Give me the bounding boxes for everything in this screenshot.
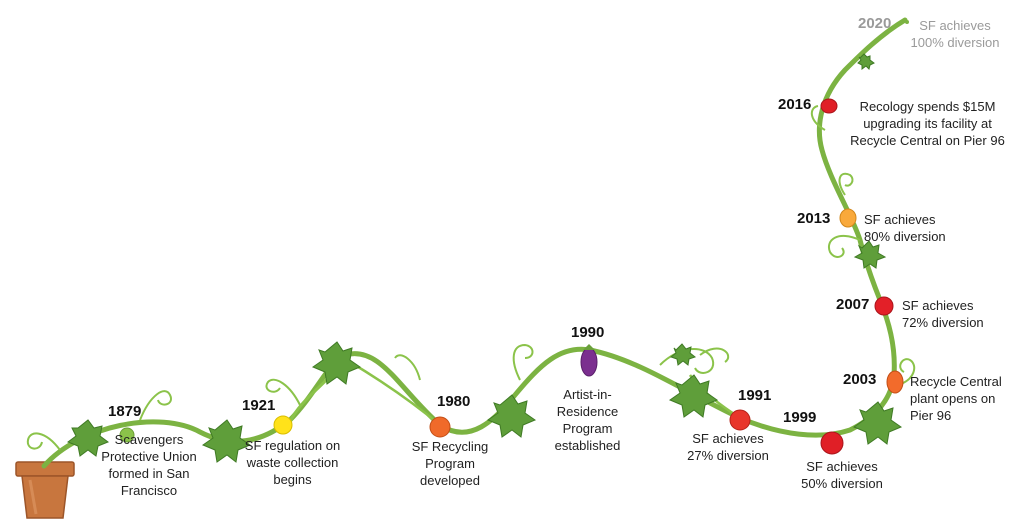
milestone-text-1990: Artist-in- Residence Program established [554, 387, 621, 453]
tendril-icon [26, 105, 916, 451]
milestone-text-1879: Scavengers Protective Union formed in Sa… [101, 432, 197, 498]
tomato-2007-icon [874, 296, 894, 316]
lemon-icon [273, 415, 293, 435]
milestone-text-2020: SF achieves 100% diversion [910, 18, 1000, 50]
year-1921: 1921 [242, 397, 276, 414]
milestone-text-2007: SF achieves 72% diversion [902, 298, 984, 330]
orange-tomato-icon [429, 416, 451, 438]
tomato-2016-icon [820, 98, 838, 114]
tomato-1991-icon [729, 409, 751, 431]
year-1990: 1990 [571, 324, 605, 341]
year-2020: 2020 [858, 15, 892, 32]
year-2003: 2003 [843, 371, 877, 388]
year-1991: 1991 [738, 387, 772, 404]
milestone-markers [119, 20, 909, 455]
milestone-text-1991: SF achieves 27% diversion [687, 431, 769, 463]
year-2016: 2016 [778, 96, 812, 113]
year-2007: 2007 [836, 296, 870, 313]
tomato-1999-icon [820, 431, 844, 455]
leaf-icon [66, 53, 903, 463]
milestone-text-2003: Recycle Central plant opens on Pier 96 [910, 374, 1002, 423]
year-2013: 2013 [797, 210, 831, 227]
eggplant-icon [580, 347, 598, 377]
lime-icon [119, 427, 135, 443]
milestone-text-2016: Recology spends $15M upgrading its facil… [850, 99, 1005, 148]
milestone-text-2013: SF achieves 80% diversion [864, 212, 946, 244]
year-1980: 1980 [437, 393, 471, 410]
year-1999: 1999 [783, 409, 817, 426]
flower-pot-icon [15, 461, 75, 519]
milestone-text-1980: SF Recycling Program developed [411, 439, 489, 488]
main-vine [41, 17, 908, 469]
year-1879: 1879 [108, 403, 142, 420]
bud-icon [905, 20, 909, 24]
milestone-text-1921: SF regulation on waste collection begins [244, 438, 341, 487]
milestone-text-1999: SF achieves 50% diversion [801, 459, 883, 491]
yellow-pepper-icon [839, 208, 857, 228]
orange-pepper-icon [886, 370, 904, 394]
